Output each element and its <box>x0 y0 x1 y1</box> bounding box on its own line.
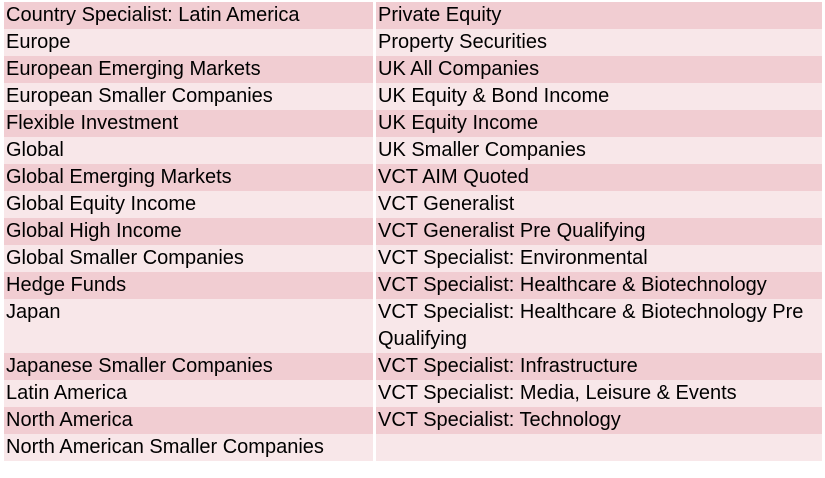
table-cell: Global Equity Income <box>4 191 373 218</box>
table-cell: UK Smaller Companies <box>376 137 822 164</box>
table-cell: European Smaller Companies <box>4 83 373 110</box>
table-row: European Emerging Markets UK All Companie… <box>4 56 822 83</box>
table-cell: UK Equity Income <box>376 110 822 137</box>
table-cell: Country Specialist: Latin America <box>4 2 373 29</box>
table-cell: North America <box>4 407 373 434</box>
table-cell: UK Equity & Bond Income <box>376 83 822 110</box>
table-cell: VCT Specialist: Infrastructure <box>376 353 822 380</box>
table-cell: Hedge Funds <box>4 272 373 299</box>
table-row: Global Smaller Companies VCT Specialist: … <box>4 245 822 272</box>
table-cell: Global <box>4 137 373 164</box>
table-row: North American Smaller Companies <box>4 434 822 461</box>
table-cell: Flexible Investment <box>4 110 373 137</box>
table-cell: Global High Income <box>4 218 373 245</box>
table-cell: Latin America <box>4 380 373 407</box>
table-cell: VCT AIM Quoted <box>376 164 822 191</box>
table-cell: VCT Generalist Pre Qualifying <box>376 218 822 245</box>
table-cell: Japanese Smaller Companies <box>4 353 373 380</box>
table-row: Global Equity Income VCT Generalist <box>4 191 822 218</box>
table-row: Japan VCT Specialist: Healthcare & Biotec… <box>4 299 822 353</box>
fund-sector-table: Country Specialist: Latin America Private… <box>1 2 825 461</box>
table-row: Hedge Funds VCT Specialist: Healthcare & … <box>4 272 822 299</box>
table-cell: VCT Generalist <box>376 191 822 218</box>
empty-cell <box>376 434 822 461</box>
table-cell: Japan <box>4 299 373 353</box>
table-cell: VCT Specialist: Healthcare & Biotechnolo… <box>376 299 822 353</box>
table-row: Country Specialist: Latin America Private… <box>4 2 822 29</box>
table-row: Global Emerging Markets VCT AIM Quoted <box>4 164 822 191</box>
table-cell: VCT Specialist: Media, Leisure & Events <box>376 380 822 407</box>
table-cell: Europe <box>4 29 373 56</box>
table-row: European Smaller Companies UK Equity & Bo… <box>4 83 822 110</box>
table-row: Latin America VCT Specialist: Media, Leis… <box>4 380 822 407</box>
table-cell: UK All Companies <box>376 56 822 83</box>
table-cell: VCT Specialist: Environmental <box>376 245 822 272</box>
table-cell: North American Smaller Companies <box>4 434 373 461</box>
table-cell: VCT Specialist: Technology <box>376 407 822 434</box>
table-cell: European Emerging Markets <box>4 56 373 83</box>
table-row: North America VCT Specialist: Technology <box>4 407 822 434</box>
table-row: Japanese Smaller Companies VCT Specialist… <box>4 353 822 380</box>
table-cell: Global Smaller Companies <box>4 245 373 272</box>
table-row: Global UK Smaller Companies <box>4 137 822 164</box>
table-row: Flexible Investment UK Equity Income <box>4 110 822 137</box>
table-row: Global High Income VCT Generalist Pre Qua… <box>4 218 822 245</box>
table-row: Europe Property Securities <box>4 29 822 56</box>
table-cell: VCT Specialist: Healthcare & Biotechnolo… <box>376 272 822 299</box>
table-cell: Property Securities <box>376 29 822 56</box>
table-cell: Global Emerging Markets <box>4 164 373 191</box>
table-cell: Private Equity <box>376 2 822 29</box>
